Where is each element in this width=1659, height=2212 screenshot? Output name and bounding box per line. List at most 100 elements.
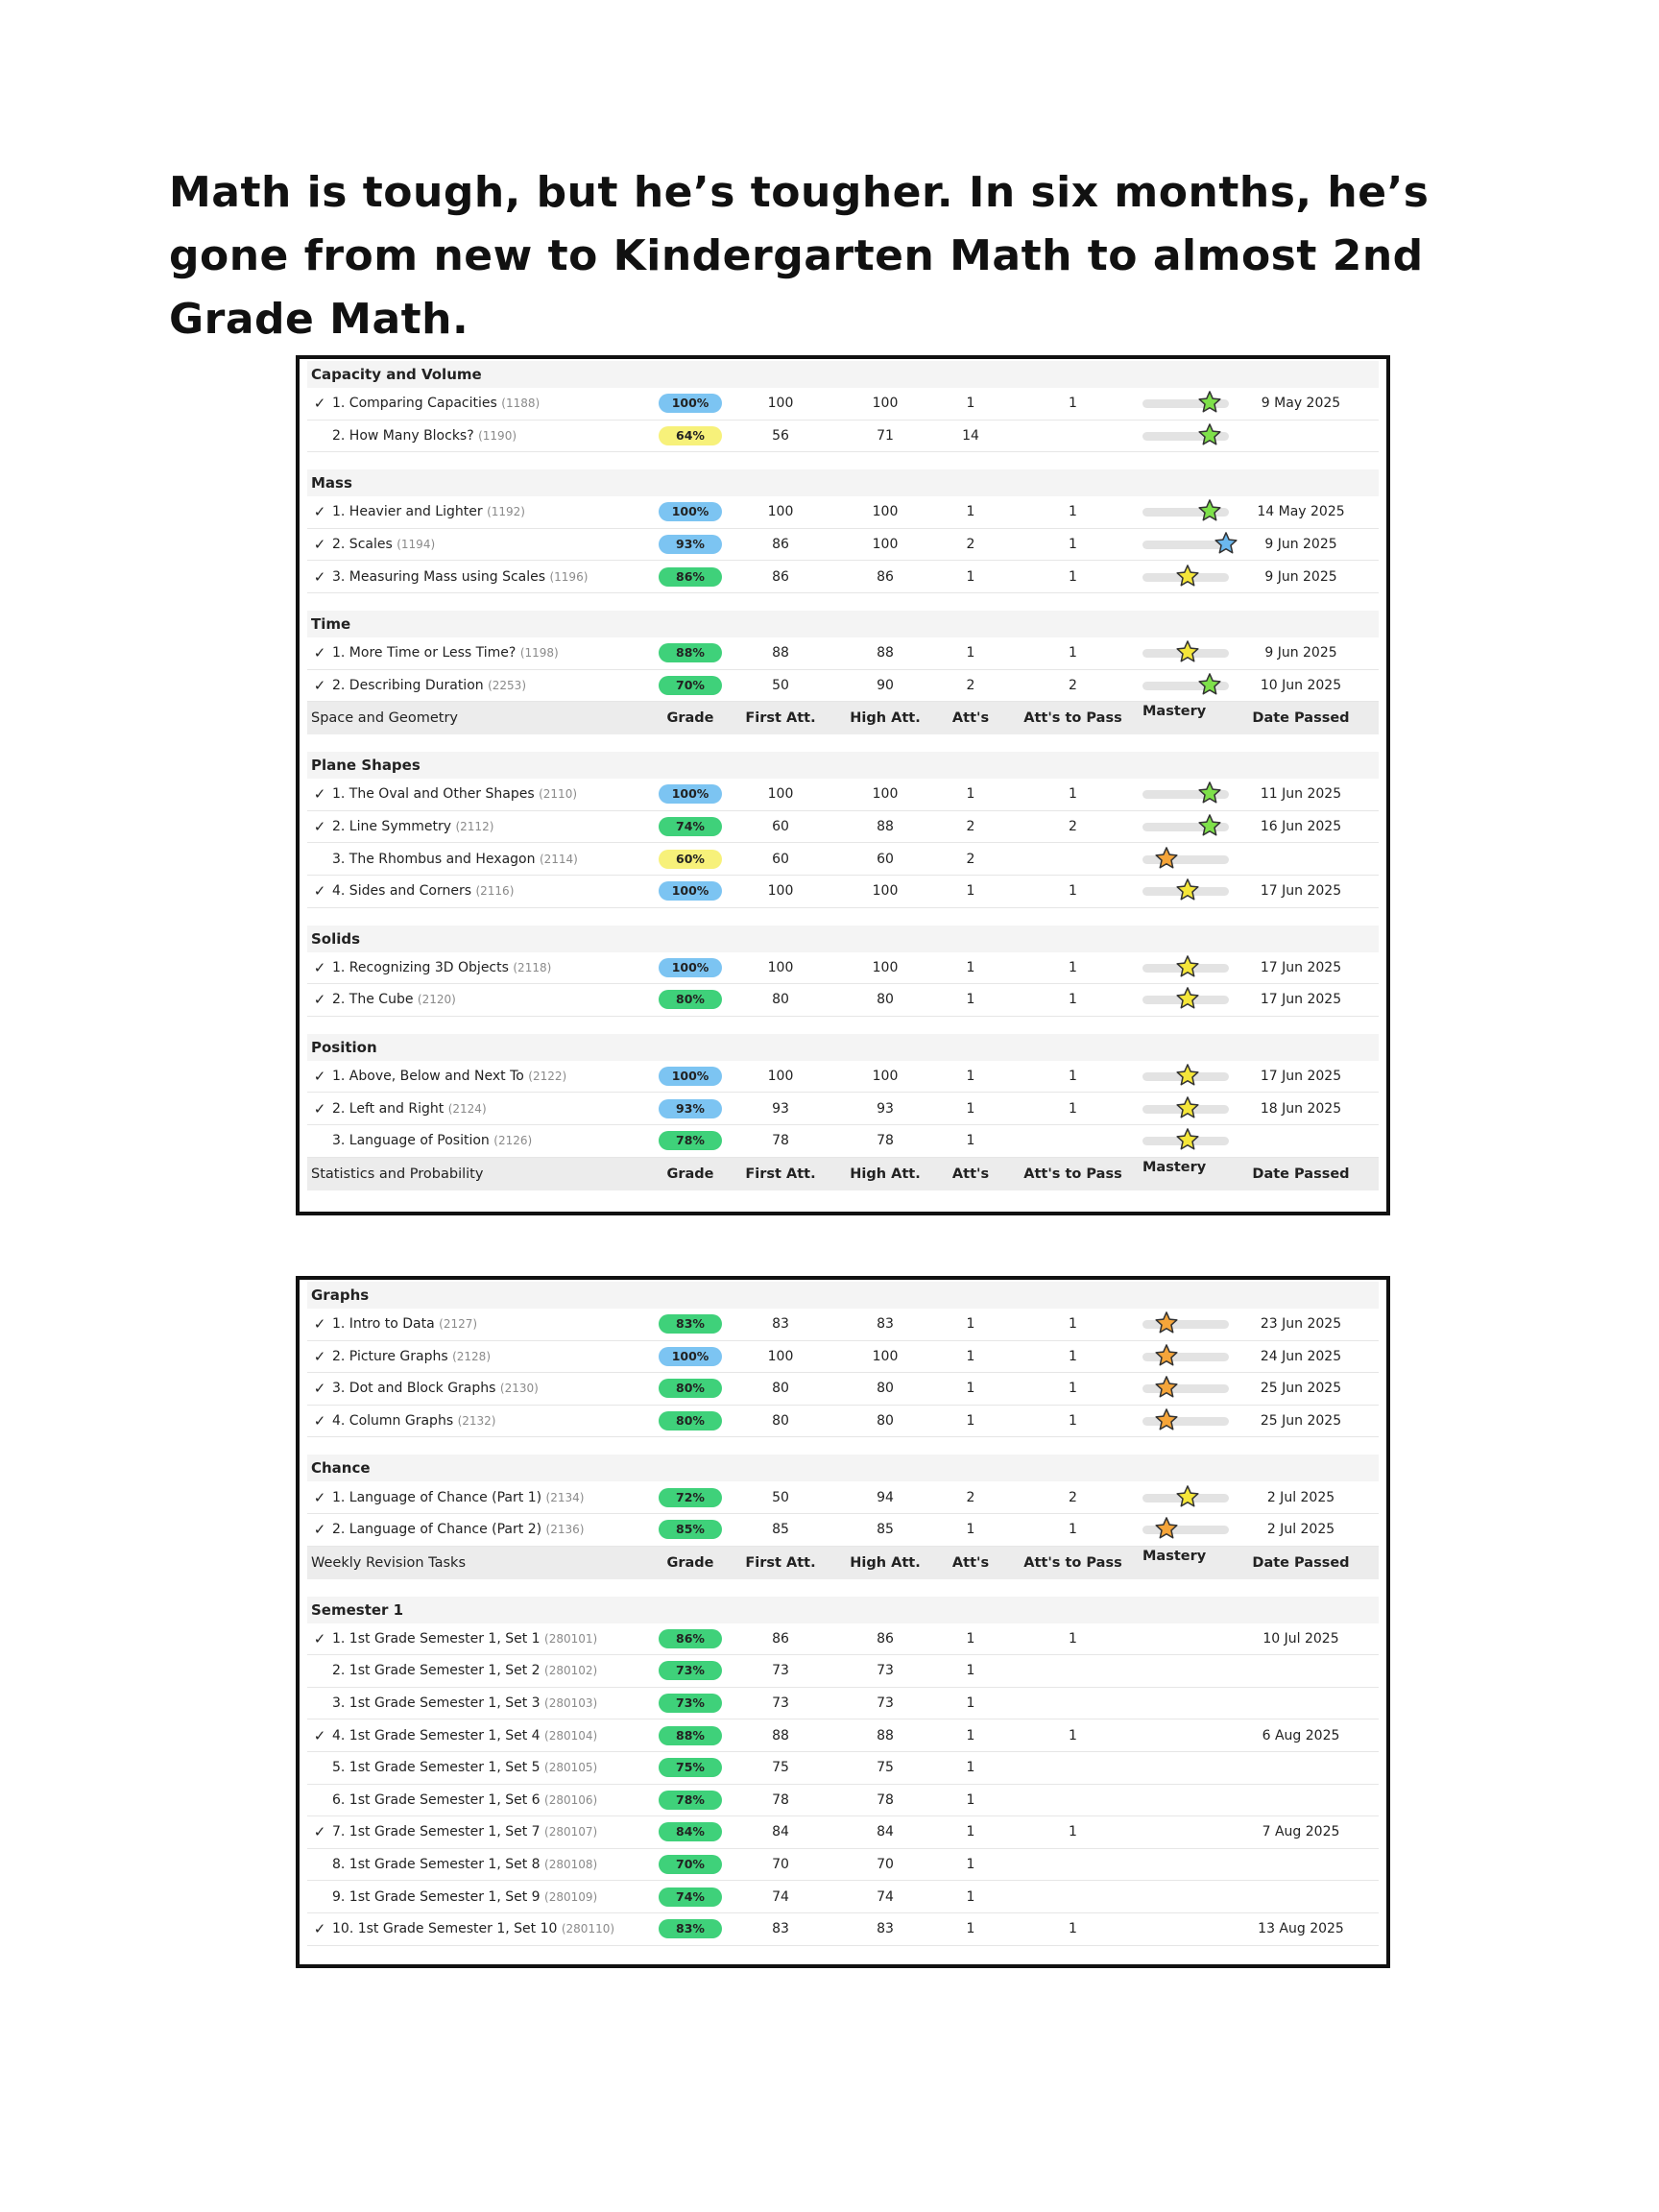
- attempts-to-pass: 1: [1069, 1100, 1077, 1117]
- lesson-name[interactable]: 4. Sides and Corners (2116): [332, 883, 652, 899]
- lesson-row[interactable]: 3. 1st Grade Semester 1, Set 3 (280103) 7…: [307, 1688, 1379, 1720]
- high-attempt: 75: [877, 1760, 894, 1776]
- lesson-name[interactable]: 2. Picture Graphs (2128): [332, 1349, 652, 1364]
- grade-badge: 64%: [659, 425, 722, 445]
- lesson-row[interactable]: ✓ 1. Intro to Data (2127) 83% 83 83 1 1 23 Jun …: [307, 1309, 1379, 1341]
- lesson-row[interactable]: ✓ 2. Scales (1194) 93% 86 100 2 1 9 Jun 2025: [307, 529, 1379, 562]
- lesson-row[interactable]: ✓ 4. Column Graphs (2132) 80% 80 80 1 1 25 Jun …: [307, 1406, 1379, 1438]
- lesson-row[interactable]: ✓ 1. Comparing Capacities (1188) 100% 100 10…: [307, 388, 1379, 421]
- high-attempt: 78: [877, 1791, 894, 1808]
- lesson-name[interactable]: 1. Comparing Capacities (1188): [332, 396, 652, 411]
- lesson-row[interactable]: ✓ 1. The Oval and Other Shapes (2110) 100%…: [307, 779, 1379, 811]
- lesson-name[interactable]: 3. Measuring Mass using Scales (1196): [332, 569, 652, 585]
- lesson-name[interactable]: 6. 1st Grade Semester 1, Set 6 (280106): [332, 1792, 652, 1808]
- lesson-row[interactable]: 2. 1st Grade Semester 1, Set 2 (280102) 7…: [307, 1655, 1379, 1688]
- lesson-name[interactable]: 1. Intro to Data (2127): [332, 1316, 652, 1332]
- lesson-name[interactable]: 2. Describing Duration (2253): [332, 678, 652, 693]
- checkmark-icon: ✓: [313, 676, 326, 694]
- attempts-count: 1: [966, 1630, 975, 1647]
- lesson-row[interactable]: ✓ 2. Describing Duration (2253) 70% 50 90 2 2 1…: [307, 670, 1379, 703]
- lesson-name[interactable]: 1. Above, Below and Next To (2122): [332, 1069, 652, 1084]
- lesson-name[interactable]: 3. Dot and Block Graphs (2130): [332, 1381, 652, 1396]
- lesson-row[interactable]: ✓ 2. Line Symmetry (2112) 74% 60 88 2 2 16 Jun …: [307, 811, 1379, 844]
- lesson-row[interactable]: ✓ 3. Measuring Mass using Scales (1196) 86…: [307, 561, 1379, 593]
- lesson-row[interactable]: 9. 1st Grade Semester 1, Set 9 (280109) 7…: [307, 1881, 1379, 1913]
- lesson-name[interactable]: 1. More Time or Less Time? (1198): [332, 645, 652, 661]
- category-title: Space and Geometry: [311, 710, 458, 727]
- lesson-row[interactable]: ✓ 2. The Cube (2120) 80% 80 80 1 1 17 Jun 2025: [307, 984, 1379, 1017]
- lesson-name[interactable]: 2. Scales (1194): [332, 537, 652, 552]
- lesson-name[interactable]: 2. 1st Grade Semester 1, Set 2 (280102): [332, 1663, 652, 1678]
- mastery-star-icon: [1198, 673, 1221, 695]
- grade-badge: 74%: [659, 817, 722, 837]
- lesson-row[interactable]: ✓ 2. Language of Chance (Part 2) (2136) 85…: [307, 1514, 1379, 1547]
- lesson-name[interactable]: 1. Language of Chance (Part 1) (2134): [332, 1490, 652, 1505]
- lesson-code: (1194): [397, 538, 436, 552]
- grade-badge: 100%: [659, 394, 722, 414]
- mastery-bar: [1142, 541, 1229, 550]
- attempts-to-pass: 1: [1069, 568, 1077, 585]
- lesson-code: (1192): [487, 505, 525, 519]
- lesson-name[interactable]: 1. Heavier and Lighter (1192): [332, 504, 652, 519]
- lesson-row[interactable]: ✓ 1. Recognizing 3D Objects (2118) 100% 100…: [307, 952, 1379, 985]
- lesson-row[interactable]: ✓ 1. 1st Grade Semester 1, Set 1 (280101)…: [307, 1623, 1379, 1656]
- grade-cell: 73%: [652, 1661, 729, 1681]
- lesson-name[interactable]: 4. Column Graphs (2132): [332, 1413, 652, 1429]
- lesson-name[interactable]: 3. Language of Position (2126): [332, 1133, 652, 1148]
- high-attempt: 85: [877, 1522, 894, 1538]
- lesson-row[interactable]: ✓ 7. 1st Grade Semester 1, Set 7 (280107)…: [307, 1816, 1379, 1849]
- lesson-name[interactable]: 2. Line Symmetry (2112): [332, 819, 652, 834]
- lesson-row[interactable]: 5. 1st Grade Semester 1, Set 5 (280105) 7…: [307, 1752, 1379, 1785]
- lesson-code: (280109): [544, 1889, 598, 1904]
- lesson-row[interactable]: ✓ 1. More Time or Less Time? (1198) 88% 88 8…: [307, 637, 1379, 670]
- lesson-title: 1. Recognizing 3D Objects: [332, 959, 509, 975]
- attempts-count: 1: [966, 1381, 975, 1397]
- lesson-row[interactable]: 6. 1st Grade Semester 1, Set 6 (280106) 7…: [307, 1785, 1379, 1817]
- lesson-row[interactable]: 8. 1st Grade Semester 1, Set 8 (280108) 7…: [307, 1849, 1379, 1882]
- grade-badge: 78%: [659, 1131, 722, 1151]
- lesson-row[interactable]: ✓ 2. Picture Graphs (2128) 100% 100 100 1 1 24 …: [307, 1341, 1379, 1374]
- lesson-name[interactable]: 2. Left and Right (2124): [332, 1101, 652, 1117]
- lesson-title: 3. 1st Grade Semester 1, Set 3: [332, 1695, 541, 1712]
- lesson-row[interactable]: ✓ 10. 1st Grade Semester 1, Set 10 (28011…: [307, 1913, 1379, 1946]
- lesson-code: (2114): [539, 852, 578, 866]
- lesson-row[interactable]: ✓ 1. Language of Chance (Part 1) (2134) 72…: [307, 1481, 1379, 1514]
- lesson-code: (1196): [549, 569, 589, 584]
- lesson-row[interactable]: 3. Language of Position (2126) 78% 78 78 1: [307, 1125, 1379, 1158]
- lesson-row[interactable]: 3. The Rhombus and Hexagon (2114) 60% 60 60…: [307, 843, 1379, 876]
- date-passed: 9 Jun 2025: [1264, 537, 1337, 553]
- lesson-row[interactable]: ✓ 4. Sides and Corners (2116) 100% 100 100 1 1…: [307, 876, 1379, 908]
- lesson-name[interactable]: 4. 1st Grade Semester 1, Set 4 (280104): [332, 1728, 652, 1743]
- lesson-name[interactable]: 2. Language of Chance (Part 2) (2136): [332, 1522, 652, 1537]
- grade-badge: 80%: [659, 1411, 722, 1431]
- lesson-name[interactable]: 2. The Cube (2120): [332, 992, 652, 1007]
- grade-badge: 100%: [659, 1346, 722, 1366]
- lesson-name[interactable]: 2. How Many Blocks? (1190): [332, 428, 652, 444]
- checkmark-icon: ✓: [313, 958, 326, 976]
- lesson-row[interactable]: ✓ 3. Dot and Block Graphs (2130) 80% 80 80 1 1…: [307, 1373, 1379, 1406]
- high-attempt: 100: [872, 396, 899, 412]
- lesson-row[interactable]: ✓ 2. Left and Right (2124) 93% 93 93 1 1 18 Jun…: [307, 1093, 1379, 1125]
- lesson-name[interactable]: 10. 1st Grade Semester 1, Set 10 (280110…: [332, 1921, 652, 1936]
- checkmark-icon: ✓: [313, 1315, 326, 1334]
- lesson-name[interactable]: 3. 1st Grade Semester 1, Set 3 (280103): [332, 1695, 652, 1711]
- lesson-name[interactable]: 1. The Oval and Other Shapes (2110): [332, 786, 652, 802]
- lesson-name[interactable]: 1. 1st Grade Semester 1, Set 1 (280101): [332, 1631, 652, 1647]
- attempts-count: 1: [966, 1727, 975, 1743]
- lesson-name[interactable]: 7. 1st Grade Semester 1, Set 7 (280107): [332, 1824, 652, 1839]
- lesson-name[interactable]: 8. 1st Grade Semester 1, Set 8 (280108): [332, 1857, 652, 1872]
- lesson-row[interactable]: ✓ 1. Above, Below and Next To (2122) 100% 1…: [307, 1061, 1379, 1094]
- lesson-name[interactable]: 5. 1st Grade Semester 1, Set 5 (280105): [332, 1760, 652, 1775]
- lesson-title: 2. How Many Blocks?: [332, 427, 474, 444]
- grade-badge: 78%: [659, 1790, 722, 1810]
- lesson-name[interactable]: 9. 1st Grade Semester 1, Set 9 (280109): [332, 1889, 652, 1905]
- lesson-row[interactable]: ✓ 1. Heavier and Lighter (1192) 100% 100 100…: [307, 496, 1379, 529]
- lesson-name[interactable]: 1. Recognizing 3D Objects (2118): [332, 960, 652, 975]
- lesson-name[interactable]: 3. The Rhombus and Hexagon (2114): [332, 852, 652, 867]
- lesson-code: (2130): [499, 1382, 539, 1396]
- lesson-row[interactable]: ✓ 4. 1st Grade Semester 1, Set 4 (280104)…: [307, 1719, 1379, 1752]
- lesson-code: (1198): [519, 646, 559, 661]
- lesson-title: 1. 1st Grade Semester 1, Set 1: [332, 1630, 541, 1647]
- lesson-row[interactable]: 2. How Many Blocks? (1190) 64% 56 71 14: [307, 421, 1379, 453]
- section-spacer: [307, 1017, 1379, 1034]
